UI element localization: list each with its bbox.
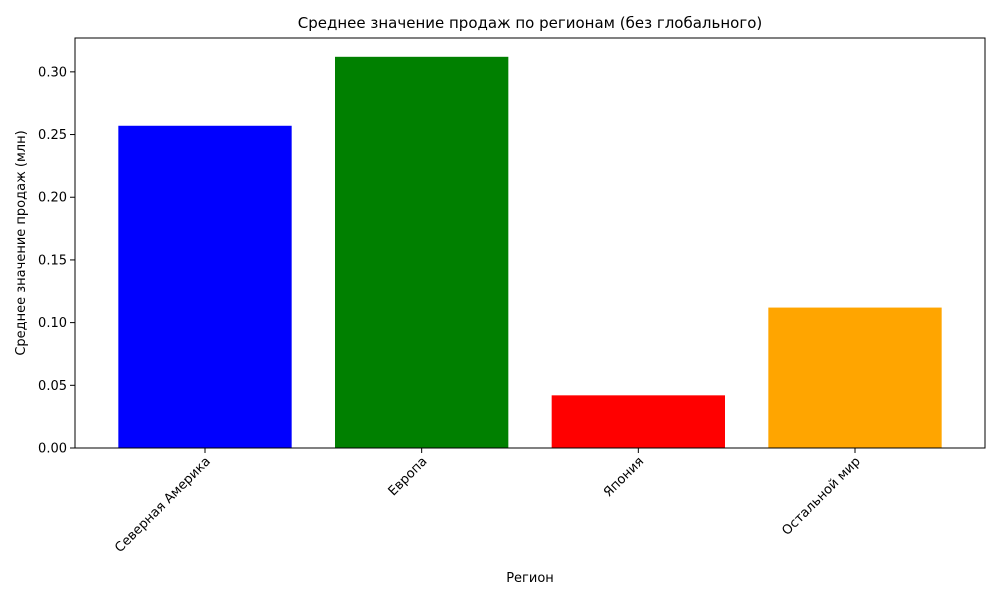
bar [768,307,942,448]
y-tick-label: 0.20 [38,191,67,206]
y-tick-label: 0.05 [38,379,67,394]
bar [335,56,509,448]
chart-title: Среднее значение продаж по регионам (без… [298,14,762,32]
plot-frame [74,37,986,449]
bar [551,395,725,448]
y-axis-label: Среднее значение продаж (млн) [14,130,29,355]
bar [118,125,292,449]
y-tick-label: 0.15 [38,253,67,268]
y-tick-label: 0.10 [38,316,67,331]
y-tick-label: 0.30 [38,65,67,80]
y-tick-label: 0.00 [38,442,67,457]
y-axis-ticks: 0.00 0.05 0.10 0.15 0.20 0.25 0.30 [38,65,75,457]
y-tick-label: 0.25 [38,128,67,143]
bars-group [118,56,942,449]
x-axis-label: Регион [506,571,554,586]
